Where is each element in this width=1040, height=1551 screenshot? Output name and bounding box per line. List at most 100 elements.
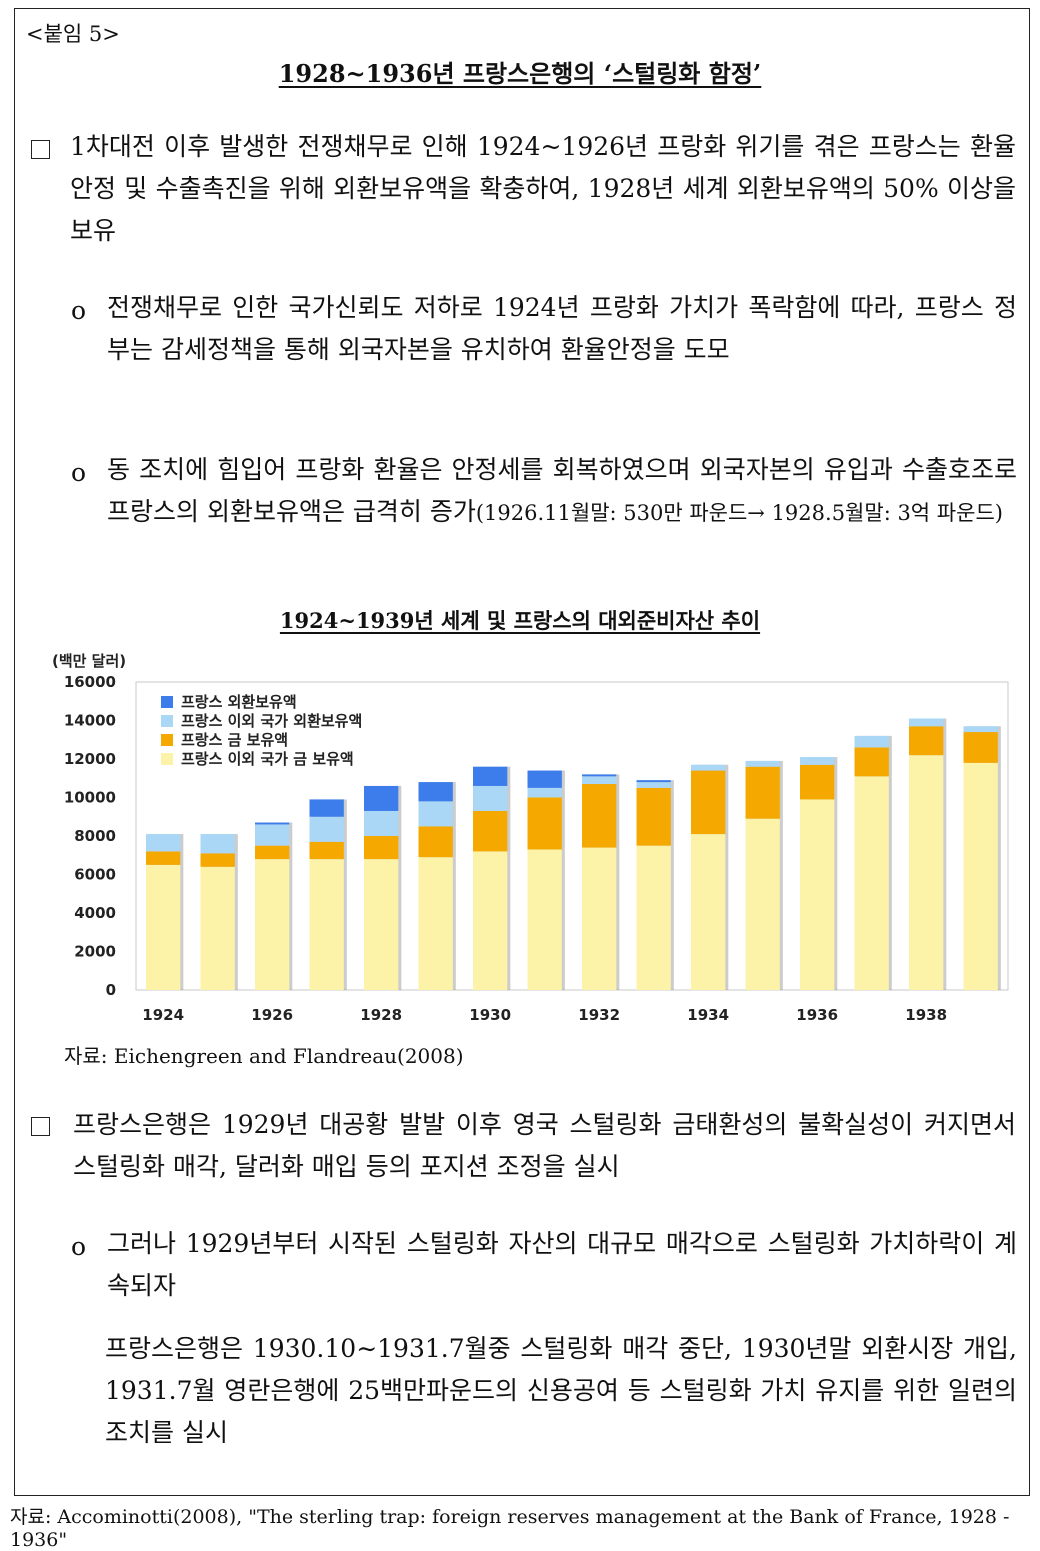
bar-segment [854, 776, 889, 990]
bar-segment [364, 859, 399, 990]
bar-segment [309, 841, 344, 860]
y-tick-label: 10000 [64, 789, 116, 807]
bar-segment [963, 732, 998, 763]
bar-segment [255, 824, 290, 846]
bar-segment [636, 782, 671, 788]
bar-segment [418, 826, 453, 858]
bullet-marker: o [71, 296, 87, 325]
x-tick-label: 1932 [578, 1006, 620, 1024]
section1-sub2-main: 동 조치에 힘입어 프랑화 환율은 안정세를 회복하였으며 외국자본의 유입과 … [107, 455, 1017, 526]
bullet-marker: o [71, 458, 87, 487]
legend-swatch [161, 715, 173, 727]
bar-segment [473, 785, 508, 811]
bar-segment [473, 810, 508, 852]
bar-segment [582, 847, 617, 990]
section2-sub1-continuation: 프랑스은행은 1930.10∼1931.7월중 스털링화 매각 중단, 1930… [105, 1334, 1017, 1447]
y-tick-label: 16000 [64, 673, 116, 691]
chart-source: 자료: Eichengreen and Flandreau(2008) [64, 1044, 464, 1068]
section2-main-text: 프랑스은행은 1929년 대공황 발발 이후 영국 스털링화 금태환성의 불확실… [73, 1110, 1016, 1181]
x-tick-label: 1924 [142, 1006, 184, 1024]
legend-label: 프랑스 금 보유액 [181, 731, 288, 749]
footer-source: 자료: Accominotti(2008), "The sterling tra… [10, 1506, 1010, 1551]
y-tick-label: 6000 [74, 866, 116, 884]
y-tick-label: 4000 [74, 904, 116, 922]
bar-segment [418, 857, 453, 990]
bar-segment [691, 770, 726, 835]
bar-segment [473, 766, 508, 786]
bar-segment [146, 834, 181, 852]
section1-sub2-text: 동 조치에 힘입어 프랑화 환율은 안정세를 회복하였으며 외국자본의 유입과 … [107, 449, 1017, 534]
bar-segment [909, 755, 944, 990]
y-tick-label: 8000 [74, 827, 116, 845]
bar-segment [800, 764, 835, 800]
y-tick-label: 12000 [64, 750, 116, 768]
y-tick-label: 2000 [74, 943, 116, 961]
bar-segment [418, 801, 453, 827]
checkbox-square-icon [31, 1117, 50, 1136]
x-tick-label: 1934 [687, 1006, 729, 1024]
bar-segment [418, 782, 453, 802]
section1-sub1-text: 전쟁채무로 인한 국가신뢰도 저하로 1924년 프랑화 가치가 폭락함에 따라… [107, 293, 1017, 364]
bar-segment [745, 818, 780, 990]
bar-segment [527, 797, 562, 850]
bar-segment [527, 787, 562, 798]
bullet-marker: o [71, 1232, 87, 1261]
bar-segment [636, 780, 671, 783]
bar-segment [364, 810, 399, 836]
x-tick-label: 1926 [251, 1006, 293, 1024]
checkbox-square-icon [31, 140, 50, 159]
legend-swatch [161, 753, 173, 765]
legend-swatch [161, 696, 173, 708]
bar-segment [527, 770, 562, 788]
bar-segment [255, 845, 290, 860]
bar-segment [146, 851, 181, 865]
x-tick-label: 1936 [796, 1006, 838, 1024]
bar-segment [909, 726, 944, 756]
attachment-label: <붙임 5> [26, 22, 120, 46]
bar-segment [636, 787, 671, 846]
bar-segment [582, 784, 617, 848]
bar-segment [800, 757, 835, 765]
bar-segment [364, 836, 399, 860]
legend-label: 프랑스 이외 국가 금 보유액 [181, 750, 354, 768]
chart-caption-text: 1924~1939년 세계 및 프랑스의 대외준비자산 추이 [279, 608, 761, 633]
legend-swatch [161, 734, 173, 746]
x-tick-label: 1938 [905, 1006, 947, 1024]
section1-main-text: 1차대전 이후 발생한 전쟁채무로 인해 1924~1926년 프랑화 위기를 … [70, 132, 1016, 245]
bar-segment [255, 859, 290, 990]
bar-segment [691, 834, 726, 990]
bar-segment [255, 822, 290, 825]
bar-segment [582, 774, 617, 777]
x-tick-label: 1928 [360, 1006, 402, 1024]
document-frame [14, 8, 1030, 1496]
bar-segment [200, 834, 235, 854]
bar-segment [800, 799, 835, 990]
bar-segment [854, 747, 889, 777]
page-title-text: 1928~1936년 프랑스은행의 ‘스털링화 함정’ [278, 59, 762, 88]
bar-segment [200, 853, 235, 867]
bar-segment [309, 859, 344, 990]
bar-segment [582, 776, 617, 785]
y-tick-label: 0 [106, 981, 116, 999]
bar-segment [200, 866, 235, 990]
page-title: 1928~1936년 프랑스은행의 ‘스털링화 함정’ [0, 54, 1040, 89]
bar-segment [963, 726, 998, 733]
bar-segment [909, 718, 944, 727]
bar-segment [364, 785, 399, 811]
bar-segment [854, 735, 889, 748]
chart-svg: (백만 달러) 0 2000 4000 6000 8000 10000 12000 14000 1… [52, 652, 1009, 1024]
reserves-chart: (백만 달러) 0 2000 4000 6000 8000 10000 12000 14000 1… [48, 648, 1012, 1032]
bar-segment [473, 851, 508, 990]
bar-segment [636, 845, 671, 990]
legend-label: 프랑스 외환보유액 [181, 693, 297, 711]
section2-sub1-text: 그러나 1929년부터 시작된 스털링화 자산의 대규모 매각으로 스털링화 가… [107, 1229, 1017, 1300]
bar-segment [963, 762, 998, 990]
bar-segment [309, 799, 344, 817]
chart-caption: 1924~1939년 세계 및 프랑스의 대외준비자산 추이 [0, 605, 1040, 635]
bar-segment [527, 849, 562, 990]
y-tick-label: 14000 [64, 712, 116, 730]
y-unit-label: (백만 달러) [52, 652, 126, 670]
bar-segment [309, 816, 344, 842]
legend-label: 프랑스 이외 국가 외환보유액 [181, 712, 362, 730]
section1-sub2-detail: (1926.11월말: 530만 파운드→ 1928.5월말: 3억 파운드) [475, 501, 1003, 525]
